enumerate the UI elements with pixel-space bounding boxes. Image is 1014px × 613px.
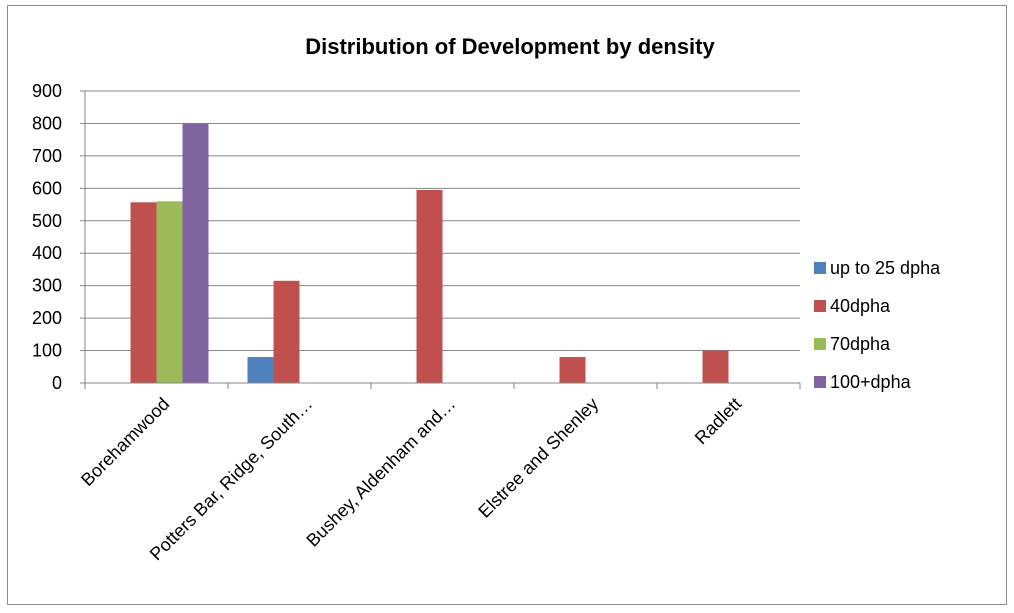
y-tick-label: 400 bbox=[32, 243, 62, 263]
chart-title: Distribution of Development by density bbox=[305, 34, 715, 59]
y-tick-label: 600 bbox=[32, 178, 62, 198]
bar bbox=[273, 280, 300, 383]
legend-swatch bbox=[814, 262, 826, 274]
x-tick-label: Radlett bbox=[691, 394, 745, 448]
y-axis-ticks: 0 100 200 300 400 500 600 700 800 900 bbox=[32, 81, 85, 393]
legend-label: 100+dpha bbox=[830, 372, 912, 392]
bar bbox=[182, 123, 209, 383]
y-tick-label: 800 bbox=[32, 113, 62, 133]
bar bbox=[130, 202, 157, 383]
y-tick-label: 900 bbox=[32, 81, 62, 101]
bars bbox=[130, 123, 729, 383]
bar bbox=[247, 357, 274, 383]
legend-label: 40dpha bbox=[830, 296, 891, 316]
bar bbox=[702, 350, 729, 383]
y-tick-label: 0 bbox=[52, 373, 62, 393]
y-tick-label: 700 bbox=[32, 146, 62, 166]
y-tick-label: 500 bbox=[32, 211, 62, 231]
y-tick-label: 100 bbox=[32, 341, 62, 361]
bar bbox=[416, 189, 443, 383]
legend-label: up to 25 dpha bbox=[830, 258, 941, 278]
legend-label: 70dpha bbox=[830, 334, 891, 354]
x-tick-label: Bushey, Aldenham and… bbox=[302, 394, 459, 551]
legend-swatch bbox=[814, 338, 826, 350]
x-tick-label: Elstree and Shenley bbox=[474, 394, 602, 522]
legend-swatch bbox=[814, 376, 826, 388]
y-tick-label: 300 bbox=[32, 276, 62, 296]
x-tick-label: Borehamwood bbox=[77, 394, 173, 490]
x-tick-label: Potters Bar, Ridge, South… bbox=[146, 394, 317, 565]
y-tick-label: 200 bbox=[32, 308, 62, 328]
legend-swatch bbox=[814, 300, 826, 312]
legend: up to 25 dpha 40dpha 70dpha 100+dpha bbox=[814, 258, 941, 392]
bar bbox=[559, 357, 586, 383]
bar bbox=[156, 201, 183, 383]
axes bbox=[84, 91, 800, 384]
